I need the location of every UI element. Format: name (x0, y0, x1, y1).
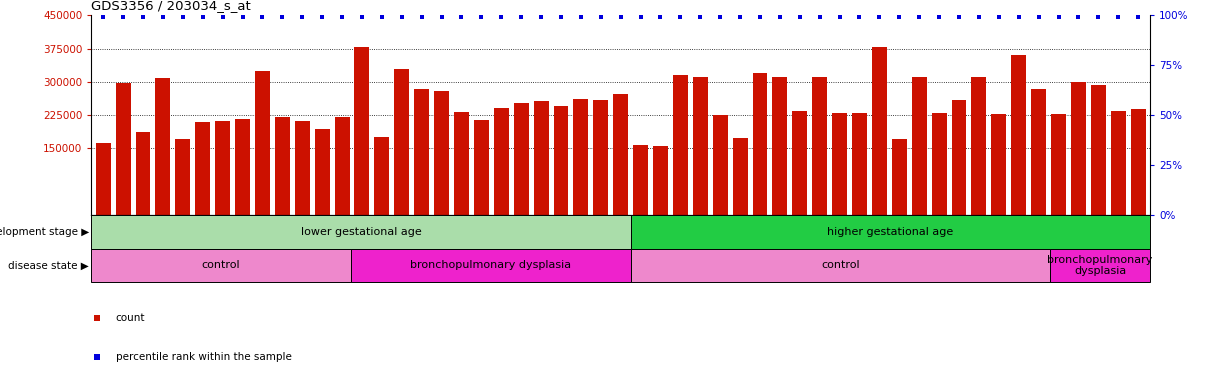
Bar (932, 113, 947, 215)
Bar (514, 103, 528, 215)
Bar (852, 113, 867, 215)
Bar (752, 73, 768, 215)
Bar (235, 119, 249, 215)
Bar (1031, 89, 1047, 215)
Text: higher gestational age: higher gestational age (828, 227, 953, 237)
Bar (135, 132, 151, 215)
Bar (773, 78, 787, 215)
Bar (713, 115, 728, 215)
Bar (1071, 82, 1086, 215)
Bar (375, 137, 389, 215)
Bar (434, 91, 449, 215)
Bar (1111, 111, 1126, 215)
Text: count: count (116, 313, 145, 323)
Text: bronchopulmonary dysplasia: bronchopulmonary dysplasia (410, 260, 571, 270)
Bar (792, 111, 807, 215)
Text: lower gestational age: lower gestational age (301, 227, 421, 237)
Bar (832, 113, 847, 215)
Bar (215, 121, 230, 215)
Bar (1050, 249, 1150, 282)
Bar (494, 108, 509, 215)
Bar (812, 78, 828, 215)
Bar (96, 143, 111, 215)
Text: percentile rank within the sample: percentile rank within the sample (116, 351, 292, 361)
Bar (195, 122, 211, 215)
Bar (892, 139, 907, 215)
Bar (454, 112, 469, 215)
Bar (733, 138, 747, 215)
Text: disease state ▶: disease state ▶ (9, 260, 89, 270)
Bar (1131, 109, 1145, 215)
Bar (473, 120, 489, 215)
Bar (256, 71, 270, 215)
Bar (971, 78, 986, 215)
Bar (175, 139, 190, 215)
Bar (394, 69, 409, 215)
Bar (1051, 114, 1066, 215)
Bar (871, 47, 887, 215)
Bar (354, 47, 370, 215)
Text: GDS3356 / 203034_s_at: GDS3356 / 203034_s_at (91, 0, 251, 12)
Bar (613, 94, 628, 215)
Text: bronchopulmonary
dysplasia: bronchopulmonary dysplasia (1048, 255, 1152, 276)
Bar (335, 116, 349, 215)
Bar (91, 215, 630, 249)
Bar (633, 146, 647, 215)
Bar (116, 83, 130, 215)
Bar (673, 75, 688, 215)
Bar (275, 118, 290, 215)
Bar (1011, 55, 1026, 215)
Text: control: control (821, 260, 859, 270)
Text: control: control (202, 260, 241, 270)
Bar (533, 101, 549, 215)
Bar (414, 89, 430, 215)
Bar (91, 249, 350, 282)
Bar (630, 249, 1050, 282)
Bar (295, 121, 309, 215)
Bar (992, 114, 1006, 215)
Bar (630, 215, 1150, 249)
Bar (156, 78, 170, 215)
Bar (1090, 85, 1106, 215)
Bar (315, 129, 330, 215)
Bar (912, 78, 926, 215)
Bar (573, 99, 588, 215)
Bar (594, 100, 608, 215)
Bar (554, 106, 568, 215)
Bar (654, 146, 668, 215)
Bar (692, 78, 708, 215)
Bar (952, 100, 966, 215)
Text: development stage ▶: development stage ▶ (0, 227, 89, 237)
Bar (350, 249, 630, 282)
